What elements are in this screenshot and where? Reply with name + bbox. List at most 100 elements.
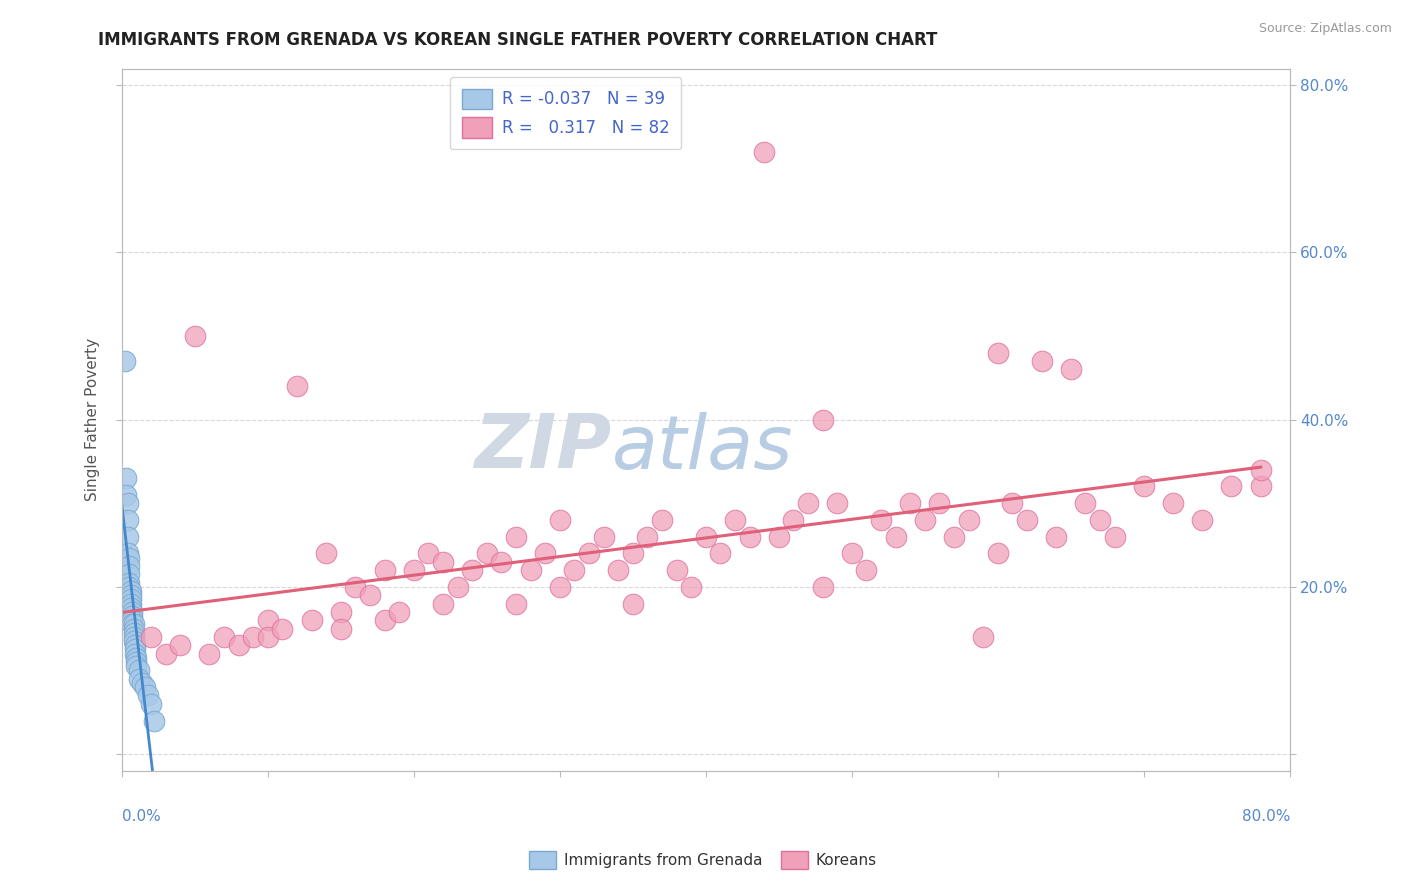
Point (1074, 496, 1097, 510)
Point (738, 530, 761, 544)
Point (329, 605, 352, 619)
Point (301, 613, 323, 627)
Point (124, 638, 146, 652)
Point (592, 530, 614, 544)
Point (870, 513, 893, 527)
Point (212, 630, 235, 644)
Text: 80.0%: 80.0% (1241, 809, 1289, 824)
Point (124, 647, 146, 661)
Point (124, 642, 146, 657)
Point (1133, 479, 1156, 493)
Point (665, 563, 688, 577)
Point (120, 584, 142, 599)
Point (1031, 354, 1053, 368)
Point (128, 672, 150, 686)
Text: 0.0%: 0.0% (122, 809, 160, 824)
Point (285, 379, 308, 393)
Point (636, 530, 658, 544)
Point (1191, 513, 1213, 527)
Point (125, 655, 148, 669)
Text: IMMIGRANTS FROM GRENADA VS KOREAN SINGLE FATHER POVERTY CORRELATION CHART: IMMIGRANTS FROM GRENADA VS KOREAN SINGLE… (98, 31, 938, 49)
Point (651, 513, 673, 527)
Point (432, 597, 454, 611)
Legend: R = -0.037   N = 39, R =   0.317   N = 82: R = -0.037 N = 39, R = 0.317 N = 82 (450, 77, 682, 149)
Point (155, 647, 177, 661)
Point (797, 496, 820, 510)
Point (228, 638, 250, 652)
Y-axis label: Single Father Poverty: Single Father Poverty (86, 338, 100, 501)
Point (564, 563, 586, 577)
Point (374, 613, 396, 627)
Point (928, 496, 950, 510)
Point (125, 659, 148, 673)
Point (139, 630, 162, 644)
Point (418, 546, 440, 560)
Legend: Immigrants from Grenada, Koreans: Immigrants from Grenada, Koreans (523, 845, 883, 875)
Point (117, 530, 139, 544)
Point (125, 651, 148, 665)
Point (184, 329, 207, 343)
Point (344, 580, 367, 594)
Point (505, 530, 527, 544)
Point (432, 555, 454, 569)
Point (884, 530, 907, 544)
Point (142, 714, 165, 728)
Point (329, 622, 352, 636)
Point (121, 613, 143, 627)
Point (115, 471, 138, 485)
Point (1104, 530, 1126, 544)
Point (121, 605, 143, 619)
Point (1088, 513, 1111, 527)
Point (957, 513, 980, 527)
Point (1001, 496, 1024, 510)
Point (131, 676, 153, 690)
Point (374, 563, 396, 577)
Point (118, 567, 141, 582)
Point (943, 530, 966, 544)
Point (134, 680, 156, 694)
Point (621, 546, 644, 560)
Point (811, 412, 834, 426)
Point (118, 550, 141, 565)
Point (139, 697, 162, 711)
Point (446, 580, 468, 594)
Point (120, 588, 142, 602)
Point (1045, 530, 1067, 544)
Point (827, 496, 849, 510)
Point (122, 630, 145, 644)
Point (315, 546, 337, 560)
Point (120, 592, 142, 607)
Point (987, 345, 1010, 359)
Point (128, 664, 150, 678)
Point (118, 558, 141, 573)
Point (117, 546, 139, 560)
Point (519, 563, 541, 577)
Point (169, 638, 191, 652)
Point (1060, 362, 1083, 376)
Point (256, 613, 278, 627)
Point (256, 630, 278, 644)
Text: ZIP: ZIP (475, 411, 613, 484)
Point (388, 605, 411, 619)
Point (548, 513, 571, 527)
Point (855, 563, 877, 577)
Point (534, 546, 557, 560)
Point (681, 580, 703, 594)
Point (242, 630, 264, 644)
Point (198, 647, 221, 661)
Point (359, 588, 381, 602)
Point (122, 625, 145, 640)
Point (461, 563, 484, 577)
Point (578, 546, 600, 560)
Point (118, 575, 141, 590)
Point (120, 600, 142, 615)
Point (621, 597, 644, 611)
Point (841, 546, 863, 560)
Point (1161, 496, 1184, 510)
Point (115, 488, 138, 502)
Point (122, 634, 145, 648)
Point (972, 630, 994, 644)
Point (491, 555, 513, 569)
Point (724, 513, 747, 527)
Point (1017, 513, 1039, 527)
